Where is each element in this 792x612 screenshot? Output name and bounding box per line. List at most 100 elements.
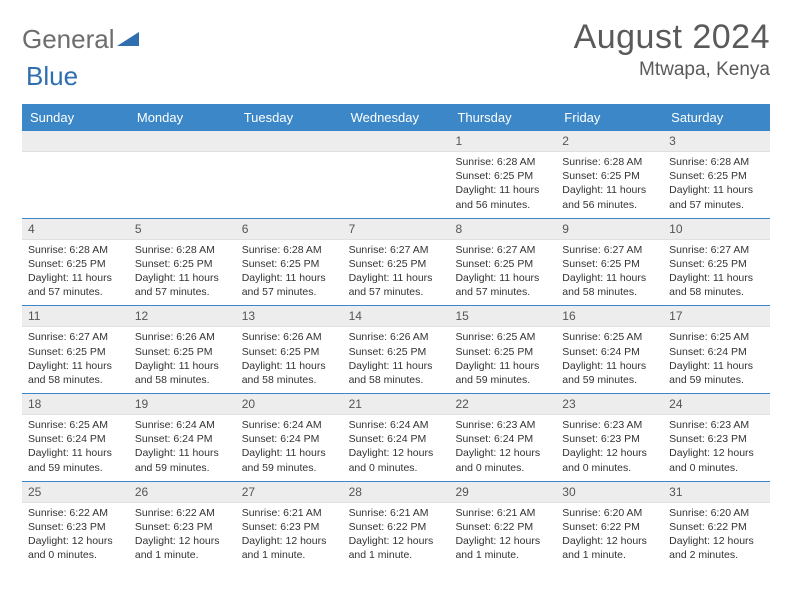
- sunrise-text: Sunrise: 6:27 AM: [669, 243, 764, 257]
- weekday-tuesday: Tuesday: [236, 104, 343, 131]
- day-details: Sunrise: 6:28 AMSunset: 6:25 PMDaylight:…: [236, 240, 343, 306]
- sunrise-text: Sunrise: 6:25 AM: [562, 330, 657, 344]
- day-number: 24: [663, 394, 770, 415]
- daylight-text: Daylight: 11 hours and 58 minutes.: [562, 271, 657, 299]
- daylight-text: Daylight: 11 hours and 58 minutes.: [242, 359, 337, 387]
- sunrise-text: Sunrise: 6:26 AM: [349, 330, 444, 344]
- day-details: Sunrise: 6:23 AMSunset: 6:23 PMDaylight:…: [663, 415, 770, 481]
- day-number: 29: [449, 482, 556, 503]
- daylight-text: Daylight: 11 hours and 59 minutes.: [562, 359, 657, 387]
- day-details: Sunrise: 6:24 AMSunset: 6:24 PMDaylight:…: [343, 415, 450, 481]
- sunrise-text: Sunrise: 6:25 AM: [669, 330, 764, 344]
- daylight-text: Daylight: 11 hours and 58 minutes.: [349, 359, 444, 387]
- sunset-text: Sunset: 6:24 PM: [455, 432, 550, 446]
- day-number: 2: [556, 131, 663, 152]
- sunrise-text: Sunrise: 6:27 AM: [28, 330, 123, 344]
- day-number: 31: [663, 482, 770, 503]
- day-details: Sunrise: 6:28 AMSunset: 6:25 PMDaylight:…: [22, 240, 129, 306]
- sunrise-text: Sunrise: 6:24 AM: [349, 418, 444, 432]
- sunset-text: Sunset: 6:25 PM: [28, 345, 123, 359]
- sunset-text: Sunset: 6:25 PM: [455, 257, 550, 271]
- calendar-day: 31Sunrise: 6:20 AMSunset: 6:22 PMDayligh…: [663, 482, 770, 569]
- sunrise-text: Sunrise: 6:25 AM: [455, 330, 550, 344]
- day-details: Sunrise: 6:25 AMSunset: 6:24 PMDaylight:…: [663, 327, 770, 393]
- weekday-thursday: Thursday: [449, 104, 556, 131]
- day-number: 30: [556, 482, 663, 503]
- sunrise-text: Sunrise: 6:23 AM: [669, 418, 764, 432]
- calendar-day: 23Sunrise: 6:23 AMSunset: 6:23 PMDayligh…: [556, 394, 663, 481]
- daylight-text: Daylight: 11 hours and 59 minutes.: [242, 446, 337, 474]
- day-number: 3: [663, 131, 770, 152]
- calendar-day: 25Sunrise: 6:22 AMSunset: 6:23 PMDayligh…: [22, 482, 129, 569]
- daylight-text: Daylight: 12 hours and 1 minute.: [242, 534, 337, 562]
- sunset-text: Sunset: 6:24 PM: [242, 432, 337, 446]
- daylight-text: Daylight: 12 hours and 2 minutes.: [669, 534, 764, 562]
- daylight-text: Daylight: 12 hours and 0 minutes.: [455, 446, 550, 474]
- day-details: Sunrise: 6:20 AMSunset: 6:22 PMDaylight:…: [556, 503, 663, 569]
- day-number: [129, 131, 236, 152]
- day-details: Sunrise: 6:25 AMSunset: 6:24 PMDaylight:…: [556, 327, 663, 393]
- day-number: 23: [556, 394, 663, 415]
- calendar-day: 9Sunrise: 6:27 AMSunset: 6:25 PMDaylight…: [556, 219, 663, 306]
- daylight-text: Daylight: 11 hours and 58 minutes.: [669, 271, 764, 299]
- daylight-text: Daylight: 11 hours and 57 minutes.: [28, 271, 123, 299]
- calendar-day: 24Sunrise: 6:23 AMSunset: 6:23 PMDayligh…: [663, 394, 770, 481]
- calendar-grid: 1Sunrise: 6:28 AMSunset: 6:25 PMDaylight…: [22, 131, 770, 568]
- calendar-day: 8Sunrise: 6:27 AMSunset: 6:25 PMDaylight…: [449, 219, 556, 306]
- calendar-day: [343, 131, 450, 218]
- sunset-text: Sunset: 6:25 PM: [242, 257, 337, 271]
- calendar-day: 4Sunrise: 6:28 AMSunset: 6:25 PMDaylight…: [22, 219, 129, 306]
- sunrise-text: Sunrise: 6:20 AM: [669, 506, 764, 520]
- sunrise-text: Sunrise: 6:24 AM: [135, 418, 230, 432]
- day-details: Sunrise: 6:27 AMSunset: 6:25 PMDaylight:…: [343, 240, 450, 306]
- day-details: Sunrise: 6:26 AMSunset: 6:25 PMDaylight:…: [129, 327, 236, 393]
- day-details: Sunrise: 6:28 AMSunset: 6:25 PMDaylight:…: [129, 240, 236, 306]
- sunset-text: Sunset: 6:23 PM: [135, 520, 230, 534]
- calendar-page: General August 2024 Mtwapa, Kenya Blue S…: [0, 0, 792, 578]
- day-details: Sunrise: 6:28 AMSunset: 6:25 PMDaylight:…: [449, 152, 556, 218]
- calendar-week: 1Sunrise: 6:28 AMSunset: 6:25 PMDaylight…: [22, 131, 770, 218]
- daylight-text: Daylight: 12 hours and 0 minutes.: [349, 446, 444, 474]
- calendar-day: 13Sunrise: 6:26 AMSunset: 6:25 PMDayligh…: [236, 306, 343, 393]
- sunrise-text: Sunrise: 6:22 AM: [135, 506, 230, 520]
- daylight-text: Daylight: 12 hours and 1 minute.: [455, 534, 550, 562]
- calendar-day: 2Sunrise: 6:28 AMSunset: 6:25 PMDaylight…: [556, 131, 663, 218]
- day-number: 12: [129, 306, 236, 327]
- calendar-day: 10Sunrise: 6:27 AMSunset: 6:25 PMDayligh…: [663, 219, 770, 306]
- day-number: 18: [22, 394, 129, 415]
- logo-mark-icon: [117, 24, 143, 55]
- weekday-saturday: Saturday: [663, 104, 770, 131]
- day-number: 28: [343, 482, 450, 503]
- day-details: Sunrise: 6:26 AMSunset: 6:25 PMDaylight:…: [343, 327, 450, 393]
- calendar-day: [22, 131, 129, 218]
- calendar-day: 3Sunrise: 6:28 AMSunset: 6:25 PMDaylight…: [663, 131, 770, 218]
- calendar-day: 21Sunrise: 6:24 AMSunset: 6:24 PMDayligh…: [343, 394, 450, 481]
- daylight-text: Daylight: 11 hours and 57 minutes.: [455, 271, 550, 299]
- day-details: Sunrise: 6:22 AMSunset: 6:23 PMDaylight:…: [22, 503, 129, 569]
- daylight-text: Daylight: 11 hours and 57 minutes.: [349, 271, 444, 299]
- sunrise-text: Sunrise: 6:23 AM: [562, 418, 657, 432]
- daylight-text: Daylight: 11 hours and 57 minutes.: [242, 271, 337, 299]
- day-number: 26: [129, 482, 236, 503]
- sunrise-text: Sunrise: 6:22 AM: [28, 506, 123, 520]
- sunrise-text: Sunrise: 6:27 AM: [455, 243, 550, 257]
- day-number: [236, 131, 343, 152]
- calendar-day: 11Sunrise: 6:27 AMSunset: 6:25 PMDayligh…: [22, 306, 129, 393]
- sunset-text: Sunset: 6:25 PM: [28, 257, 123, 271]
- brand-logo: General: [22, 18, 145, 55]
- calendar-week: 11Sunrise: 6:27 AMSunset: 6:25 PMDayligh…: [22, 305, 770, 393]
- calendar-day: 30Sunrise: 6:20 AMSunset: 6:22 PMDayligh…: [556, 482, 663, 569]
- day-number: 5: [129, 219, 236, 240]
- calendar-day: [129, 131, 236, 218]
- day-number: 27: [236, 482, 343, 503]
- daylight-text: Daylight: 12 hours and 0 minutes.: [669, 446, 764, 474]
- sunrise-text: Sunrise: 6:28 AM: [135, 243, 230, 257]
- sunset-text: Sunset: 6:22 PM: [562, 520, 657, 534]
- sunset-text: Sunset: 6:25 PM: [455, 169, 550, 183]
- calendar-day: 14Sunrise: 6:26 AMSunset: 6:25 PMDayligh…: [343, 306, 450, 393]
- day-number: [343, 131, 450, 152]
- sunrise-text: Sunrise: 6:21 AM: [349, 506, 444, 520]
- day-details: Sunrise: 6:21 AMSunset: 6:23 PMDaylight:…: [236, 503, 343, 569]
- day-details: Sunrise: 6:27 AMSunset: 6:25 PMDaylight:…: [22, 327, 129, 393]
- day-number: 14: [343, 306, 450, 327]
